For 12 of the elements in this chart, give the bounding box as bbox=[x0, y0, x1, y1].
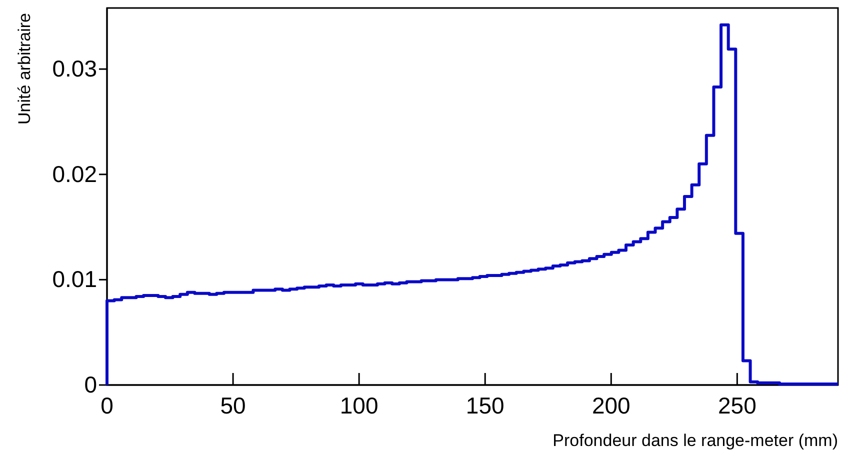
x-tick-label: 0 bbox=[100, 392, 114, 418]
y-axis-title: Unité arbitraire bbox=[15, 13, 34, 124]
x-axis-title: Profondeur dans le range-meter (mm) bbox=[552, 431, 838, 450]
y-tick-label: 0 bbox=[84, 371, 97, 398]
x-tick-label: 250 bbox=[718, 392, 756, 418]
y-tick-label: 0.03 bbox=[52, 55, 97, 82]
x-tick-label: 50 bbox=[220, 392, 246, 418]
y-tick-label: 0.01 bbox=[52, 266, 97, 292]
x-tick-label: 200 bbox=[592, 392, 630, 418]
y-tick-label: 0.02 bbox=[52, 160, 97, 187]
x-tick-label: 150 bbox=[466, 392, 504, 418]
x-tick-label: 100 bbox=[340, 392, 378, 418]
